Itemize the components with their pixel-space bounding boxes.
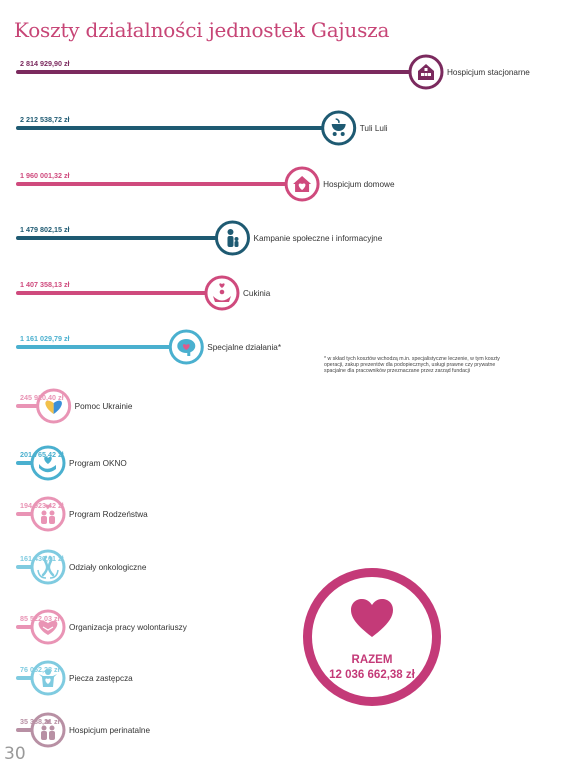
value-label-program-okno: 201 765,42 zł xyxy=(20,450,64,459)
value-label-cukinia: 1 407 358,13 zł xyxy=(20,280,70,289)
category-label-hospicjum-stacjonarne: Hospicjum stacjonarne xyxy=(447,68,530,77)
category-label-odzialy-onkologiczne: Odziały onkologiczne xyxy=(69,563,147,572)
house-icon xyxy=(418,64,434,80)
category-label-program-okno: Program OKNO xyxy=(69,459,127,468)
page-title: Koszty działalności jednostek Gajusza xyxy=(14,18,390,42)
category-label-kampanie-spoleczne-i-informacyjne: Kampanie społeczne i informacyjne xyxy=(253,234,382,243)
value-label-hospicjum-domowe: 1 960 001,32 zł xyxy=(20,171,70,180)
child-heart-icon xyxy=(39,669,57,687)
stroller-icon xyxy=(331,118,346,136)
family-heart-icon xyxy=(212,283,231,302)
value-label-kampanie-spoleczne-i-informacyjne: 1 479 802,15 zł xyxy=(20,225,70,234)
category-label-tuli-luli: Tuli Luli xyxy=(360,124,388,133)
total-label: RAZEM xyxy=(351,654,393,666)
handshake-heart-icon xyxy=(38,620,58,635)
hand-heart-icon xyxy=(39,456,56,473)
parent-child-icon xyxy=(227,229,239,247)
bar-end-circle-hospicjum-perinatalne xyxy=(30,712,66,748)
parents-icon xyxy=(41,719,55,740)
heart-hands-icon xyxy=(45,400,62,414)
home-heart-icon xyxy=(293,176,312,192)
value-label-organizacja-pracy-wolontariuszy: 85 522,03 zł xyxy=(20,614,60,623)
page-number: 30 xyxy=(4,744,26,764)
category-label-cukinia: Cukinia xyxy=(243,289,271,298)
siblings-icon xyxy=(41,504,55,524)
category-label-program-rodzenstwa: Program Rodzeństwa xyxy=(69,510,148,519)
value-label-pomoc-ukrainie: 245 920,40 zł xyxy=(20,393,64,402)
category-label-specjalne-dzialania: Specjalne działania* xyxy=(207,343,282,352)
value-label-piecza-zastepcza: 76 052,28 zł xyxy=(20,665,60,674)
category-label-organizacja-pracy-wolontariuszy: Organizacja pracy wolontariuszy xyxy=(69,623,188,632)
total-value: 12 036 662,38 zł xyxy=(329,669,415,681)
heart-icon xyxy=(351,599,393,637)
value-label-hospicjum-stacjonarne: 2 814 929,90 zł xyxy=(20,59,70,68)
category-label-hospicjum-domowe: Hospicjum domowe xyxy=(323,180,395,189)
value-label-program-rodzenstwa: 194 923,42 zł xyxy=(20,501,64,510)
brain-heart-icon xyxy=(177,339,196,356)
category-label-piecza-zastepcza: Piecza zastępcza xyxy=(69,674,133,683)
ribbon-icon xyxy=(37,555,59,579)
value-label-hospicjum-perinatalne: 35 388,21 zł xyxy=(20,717,60,726)
value-label-tuli-luli: 2 212 538,72 zł xyxy=(20,115,70,124)
value-label-odzialy-onkologiczne: 161 430,61 zł xyxy=(20,554,64,563)
footnote: * w skład tych kosztów wchodzą m.in. spe… xyxy=(324,356,500,375)
category-label-pomoc-ukrainie: Pomoc Ukrainie xyxy=(75,402,133,411)
bar-end-circle-program-rodzenstwa xyxy=(30,496,66,532)
category-label-hospicjum-perinatalne: Hospicjum perinatalne xyxy=(69,726,150,735)
value-label-specjalne-dzialania: 1 161 029,79 zł xyxy=(20,334,70,343)
total-circle: RAZEM 12 036 662,38 zł xyxy=(303,568,441,706)
